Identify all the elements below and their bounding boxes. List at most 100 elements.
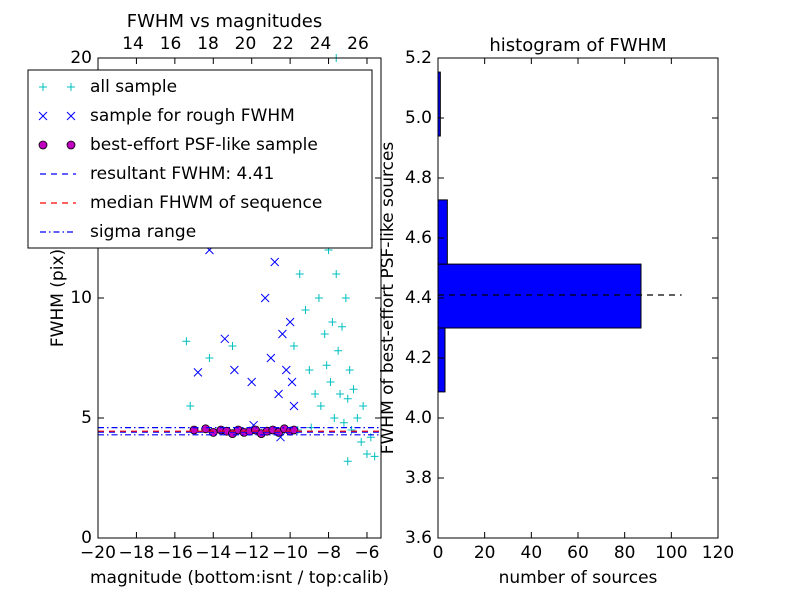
point — [353, 414, 362, 422]
y-tick-label: 4.6 — [405, 228, 432, 248]
point — [336, 390, 345, 398]
legend-marker — [66, 140, 76, 150]
y-axis-label: FWHM (pix) — [48, 249, 68, 347]
y-tick-label: 3.6 — [405, 528, 432, 548]
point — [311, 390, 320, 398]
point — [228, 342, 237, 350]
point — [320, 330, 329, 338]
x-tick-label: 40 — [521, 543, 543, 563]
point — [287, 377, 297, 387]
top-tick-label: 16 — [160, 34, 182, 54]
top-tick-label: 14 — [122, 34, 144, 54]
top-tick-label: 18 — [197, 34, 219, 54]
legend — [27, 69, 373, 249]
point — [230, 365, 239, 375]
point — [330, 414, 339, 422]
point — [289, 401, 299, 411]
point — [289, 342, 298, 350]
y-tick-label: 5.0 — [405, 108, 432, 128]
bar — [437, 327, 446, 393]
top-tick-label: 24 — [310, 34, 332, 54]
y-tick-label: 5.2 — [405, 48, 432, 68]
point — [186, 402, 195, 410]
point — [201, 424, 210, 434]
bar — [437, 199, 448, 265]
point — [307, 423, 316, 432]
x-tick-label: −18 — [118, 543, 154, 563]
top-tick-label: 20 — [235, 34, 257, 54]
y-tick-label: 3.8 — [405, 468, 432, 488]
legend-label: best-effort PSF-like sample — [90, 135, 318, 155]
legend-label: sigma range — [90, 222, 196, 242]
legend-marker — [38, 140, 48, 150]
point — [270, 257, 280, 267]
point — [349, 385, 358, 394]
chart-title: histogram of FWHM — [489, 35, 666, 56]
legend-marker — [39, 83, 47, 91]
x-tick-label: −10 — [272, 543, 308, 563]
x-tick-label: 100 — [655, 543, 687, 563]
point — [316, 402, 325, 410]
x-tick-label: 0 — [433, 543, 444, 563]
point — [359, 402, 368, 410]
point — [205, 354, 214, 362]
legend-label: all sample — [90, 77, 177, 97]
point — [345, 366, 354, 374]
point — [295, 270, 304, 278]
y-tick-label: 4.8 — [405, 168, 432, 188]
y-tick-label: 4.4 — [405, 288, 432, 308]
x-tick-label: 20 — [474, 543, 496, 563]
y-tick-label: 4.0 — [405, 408, 432, 428]
x-tick-label: 80 — [614, 543, 636, 563]
point — [343, 457, 352, 466]
point — [332, 270, 341, 278]
x-tick-label: 60 — [567, 543, 589, 563]
x-tick-label: −16 — [157, 543, 193, 563]
point — [357, 438, 366, 446]
point — [260, 293, 270, 303]
point — [266, 353, 276, 363]
point — [334, 346, 343, 355]
x-axis-label: number of sources — [499, 568, 658, 588]
legend-label: median FHWM of sequence — [90, 193, 322, 213]
y-axis-label: FWHM of best-effort PSF-like sources — [378, 142, 398, 455]
x-tick-label: −8 — [316, 543, 341, 563]
point — [274, 389, 283, 399]
point — [193, 368, 203, 377]
legend-label: sample for rough FWHM — [90, 106, 295, 126]
x-tick-label: −14 — [195, 543, 231, 563]
point — [285, 317, 295, 327]
point — [339, 418, 348, 427]
x-tick-label: −6 — [354, 543, 379, 563]
point — [278, 329, 287, 339]
legend-marker — [38, 111, 48, 121]
x-tick-label: 120 — [702, 543, 734, 563]
legend-marker — [66, 111, 76, 121]
point — [337, 322, 346, 331]
point — [247, 377, 257, 387]
point — [301, 306, 310, 314]
point — [341, 294, 350, 302]
point — [305, 366, 314, 374]
bar — [437, 263, 642, 329]
point — [322, 361, 331, 370]
legend-label: resultant FWHM: 4.41 — [90, 164, 274, 184]
x-axis-label: magnitude (bottom:isnt / top:calib) — [90, 568, 389, 588]
legend-marker — [67, 83, 75, 91]
y-tick-label: 5 — [81, 408, 92, 428]
point — [328, 318, 337, 326]
y-tick-label: 4.2 — [405, 348, 432, 368]
y-tick-label: 0 — [81, 528, 92, 548]
chart-title: FWHM vs magnitudes — [127, 11, 322, 32]
x-tick-label: −20 — [80, 543, 116, 563]
y-tick-label: 20 — [70, 48, 92, 68]
point — [343, 394, 352, 403]
top-tick-label: 22 — [272, 34, 294, 54]
point — [362, 450, 371, 458]
point — [326, 378, 335, 386]
point — [314, 294, 323, 302]
y-tick-label: 10 — [70, 288, 92, 308]
point — [281, 365, 291, 375]
point — [220, 334, 230, 344]
